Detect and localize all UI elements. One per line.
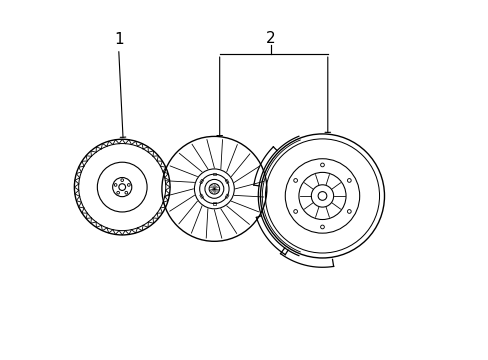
- Bar: [199, 194, 203, 198]
- Bar: [212, 173, 216, 175]
- Text: 1: 1: [114, 32, 123, 48]
- Text: 2: 2: [266, 31, 275, 46]
- Bar: [224, 194, 228, 198]
- Bar: [212, 202, 216, 205]
- Bar: [224, 179, 228, 184]
- Bar: [199, 179, 203, 184]
